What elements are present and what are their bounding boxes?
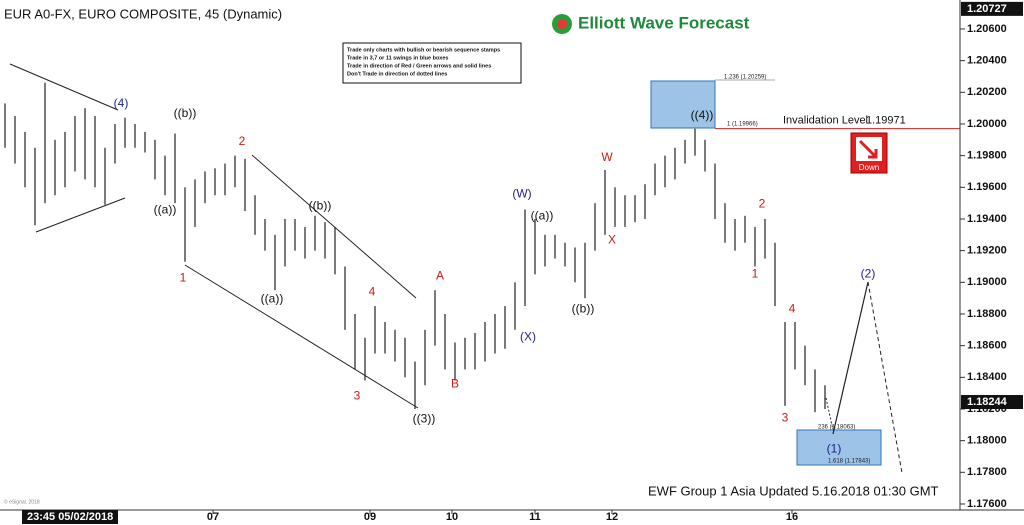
note: Don't Trade in direction of dotted lines bbox=[347, 71, 447, 77]
wave-label: B bbox=[451, 376, 459, 390]
x-tick-label: 12 bbox=[606, 511, 618, 523]
trend-line bbox=[251, 154, 417, 299]
y-tick-label: 1.20400 bbox=[967, 55, 1007, 67]
wave-label: 2 bbox=[759, 196, 766, 210]
wave-label: 3 bbox=[354, 388, 361, 402]
fib-label: 1.236 (1.20259) bbox=[724, 75, 766, 81]
wave-label: ((3)) bbox=[413, 411, 436, 425]
wave-label: ((a)) bbox=[261, 291, 284, 305]
y-tick-label: 1.18000 bbox=[967, 435, 1007, 447]
timestamp: 23:45 05/02/2018 bbox=[27, 511, 113, 523]
y-tick-label: 1.18400 bbox=[967, 371, 1007, 383]
wave-label: (X) bbox=[520, 329, 536, 343]
wave-label: ((b)) bbox=[309, 198, 332, 212]
invalidation-label: Invalidation Level bbox=[783, 114, 868, 126]
y-tick-label: 1.20000 bbox=[967, 118, 1007, 130]
note: Trade in direction of Red / Green arrows… bbox=[347, 63, 491, 69]
price-label: 1.20727 bbox=[967, 3, 1007, 15]
y-tick-label: 1.17800 bbox=[967, 466, 1007, 478]
y-tick-label: 1.17600 bbox=[967, 498, 1007, 510]
trend-line bbox=[9, 63, 119, 111]
timestamp-box bbox=[22, 510, 118, 524]
target-box bbox=[650, 80, 716, 129]
wave-label: W bbox=[601, 150, 613, 164]
x-tick-label: 09 bbox=[364, 511, 376, 523]
chart-title: EUR A0-FX, EURO COMPOSITE, 45 (Dynamic) bbox=[4, 6, 282, 21]
copyright: © eSignal, 2018 bbox=[4, 498, 40, 505]
price-box bbox=[961, 395, 1023, 410]
note: Trade only charts with bullish or bearis… bbox=[347, 47, 500, 53]
y-tick-label: 1.18600 bbox=[967, 340, 1007, 352]
wave-label: (2) bbox=[861, 266, 876, 280]
y-tick-label: 1.19800 bbox=[967, 150, 1007, 162]
invalidation-value: 1.19971 bbox=[866, 114, 906, 126]
notes-box bbox=[342, 42, 522, 84]
projection-line bbox=[832, 281, 869, 435]
wave-label: X bbox=[608, 232, 616, 246]
wave-label: (4) bbox=[114, 96, 129, 110]
y-tick-label: 1.19200 bbox=[967, 245, 1007, 257]
y-tick-label: 1.19000 bbox=[967, 276, 1007, 288]
price-label: 1.18244 bbox=[967, 396, 1008, 408]
trend-line bbox=[184, 264, 419, 409]
y-tick-label: 1.18800 bbox=[967, 308, 1007, 320]
wave-label: 1 bbox=[752, 266, 759, 280]
x-tick-label: 10 bbox=[446, 511, 458, 523]
x-tick-label: 16 bbox=[786, 511, 798, 523]
wave-label: 2 bbox=[239, 134, 246, 148]
signal-label: Down bbox=[859, 163, 879, 172]
wave-label: ((b)) bbox=[572, 301, 595, 315]
wave-label: ((a)) bbox=[531, 208, 554, 222]
y-tick-label: 1.20200 bbox=[967, 86, 1007, 98]
logo-text: Elliott Wave Forecast bbox=[578, 13, 750, 32]
note: Trade in 3,7 or 11 swings in blue boxes bbox=[347, 55, 448, 61]
wave-label: 1 bbox=[180, 270, 187, 284]
wave-label: 4 bbox=[369, 284, 376, 298]
plot-layer: 1.236 (1.20259) 1 (1.19966) 236 (1.18063… bbox=[4, 63, 960, 474]
wave-label: 4 bbox=[789, 301, 796, 315]
x-tick-label: 11 bbox=[529, 511, 541, 523]
projection-line bbox=[867, 281, 903, 474]
wave-label: ((b)) bbox=[174, 106, 197, 120]
fib-label: 1.618 (1.17843) bbox=[828, 459, 870, 465]
wave-label: 3 bbox=[782, 410, 789, 424]
wave-label: (W) bbox=[512, 186, 531, 200]
wave-label: ((a)) bbox=[154, 202, 177, 216]
trend-line bbox=[35, 197, 126, 233]
signal-arrow bbox=[858, 139, 878, 159]
x-tick-label: 07 bbox=[207, 511, 219, 523]
y-tick-label: 1.19600 bbox=[967, 181, 1007, 193]
logo-icon bbox=[557, 19, 567, 29]
projection-line bbox=[825, 397, 834, 431]
wave-label: A bbox=[436, 268, 444, 282]
footer: EWF Group 1 Asia Updated 5.16.2018 01:30… bbox=[648, 483, 939, 498]
fib-label: 236 (1.18063) bbox=[818, 425, 855, 431]
target-box bbox=[796, 429, 882, 466]
wave-label: ((4)) bbox=[691, 108, 714, 122]
fib-label: 1 (1.19966) bbox=[727, 122, 758, 128]
wave-label: (1) bbox=[827, 441, 842, 455]
y-tick-label: 1.19400 bbox=[967, 213, 1007, 225]
y-tick-label: 1.20600 bbox=[967, 23, 1007, 35]
price-box bbox=[961, 1, 1023, 16]
